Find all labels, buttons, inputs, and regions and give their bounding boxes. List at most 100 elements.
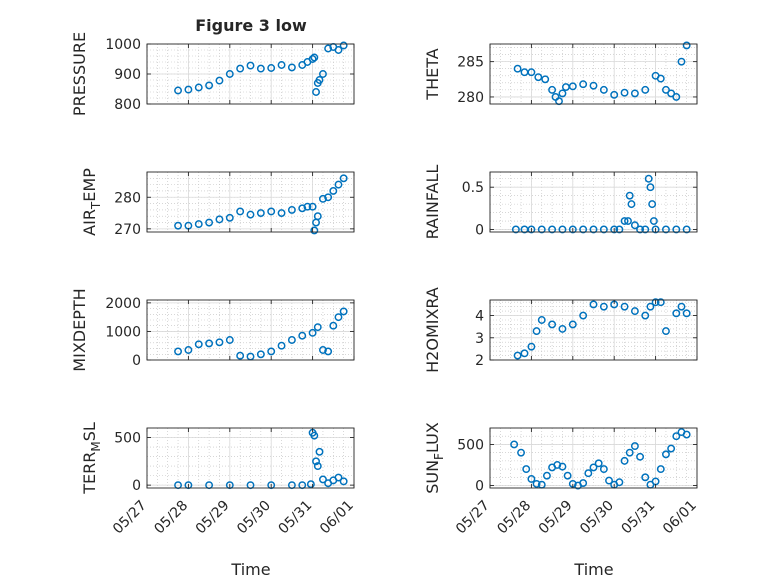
data-point-sunflux	[630, 442, 639, 451]
y-tick-label: 0	[132, 353, 141, 369]
data-point-rainfall	[646, 183, 655, 192]
figure-title: Figure 3 low	[195, 16, 307, 35]
y-axis-label: AIRTEMP	[80, 168, 103, 236]
data-point-airtemp	[174, 221, 183, 230]
y-tick-label: 0	[475, 222, 484, 238]
data-point-h2omixra	[677, 302, 686, 311]
data-point-sunflux	[599, 465, 608, 474]
y-axis-label: PRESSURE	[70, 32, 89, 116]
y-axis-label: SUNFLUX	[423, 422, 446, 494]
data-point-sunflux	[594, 459, 603, 468]
y-tick-label: 2000	[105, 296, 141, 312]
data-point-mixdepth	[298, 331, 307, 340]
data-point-rainfall	[672, 225, 681, 234]
data-point-pressure	[225, 70, 234, 78]
data-point-theta	[558, 89, 567, 98]
y-tick-label: 270	[114, 222, 141, 238]
data-point-h2omixra	[672, 309, 681, 318]
data-point-rainfall	[625, 191, 634, 200]
axes-frame	[489, 43, 698, 105]
data-point-theta	[534, 73, 543, 82]
y-axis-label: MIXDEPTH	[70, 288, 89, 371]
axes-frame	[146, 427, 355, 489]
data-point-sunflux	[625, 448, 634, 457]
subplot-theta: 280 285 THETA	[423, 41, 698, 106]
data-point-mixdepth	[339, 307, 348, 316]
data-point-sunflux	[553, 461, 562, 469]
data-point-airtemp	[287, 205, 296, 214]
y-tick-label: 1000	[105, 324, 141, 340]
data-point-sunflux	[584, 469, 593, 478]
y-tick-label: 500	[457, 437, 484, 453]
data-point-theta	[672, 92, 681, 101]
data-point-rainfall	[641, 225, 650, 234]
data-point-sunflux	[517, 448, 525, 457]
data-point-h2omixra	[599, 302, 608, 311]
data-point-mixdepth	[277, 341, 286, 350]
data-point-rainfall	[568, 225, 577, 234]
y-tick-label: 285	[457, 55, 484, 71]
data-point-mixdepth	[184, 346, 193, 354]
y-tick-label: 2	[475, 353, 484, 369]
data-point-airtemp	[334, 180, 343, 189]
data-point-pressure	[287, 63, 296, 72]
data-point-mixdepth	[324, 347, 333, 356]
data-point-airtemp	[298, 204, 307, 213]
data-point-pressure	[205, 81, 214, 90]
axes-frame	[146, 299, 355, 361]
data-point-pressure	[267, 64, 276, 72]
data-point-rainfall	[630, 221, 639, 230]
data-point-theta	[527, 68, 536, 77]
data-point-rainfall	[589, 225, 598, 234]
data-point-theta	[630, 89, 639, 98]
data-point-sunflux	[682, 430, 691, 439]
data-point-pressure	[308, 55, 317, 63]
data-point-theta	[589, 81, 598, 90]
y-tick-label: 1000	[105, 37, 141, 53]
data-point-sunflux	[656, 465, 665, 474]
data-point-airtemp	[277, 209, 286, 218]
data-point-airtemp	[324, 193, 333, 202]
data-point-h2omixra	[532, 327, 541, 336]
data-point-sunflux	[636, 452, 645, 461]
data-point-rainfall	[548, 225, 557, 234]
data-point-sunflux	[589, 463, 598, 472]
data-point-pressure	[174, 86, 183, 95]
data-point-sunflux	[672, 432, 681, 441]
data-point-pressure	[312, 88, 320, 96]
data-point-mixdepth	[225, 336, 234, 344]
data-point-pressure	[277, 61, 286, 69]
data-point-sunflux	[667, 444, 676, 453]
data-point-mixdepth	[308, 328, 317, 337]
data-point-theta	[656, 74, 665, 83]
data-point-h2omixra	[641, 311, 650, 320]
data-point-h2omixra	[651, 298, 660, 307]
data-point-theta	[599, 85, 608, 94]
data-point-theta	[610, 90, 619, 99]
data-point-rainfall	[615, 225, 624, 234]
data-point-pressure	[246, 61, 255, 70]
data-point-airtemp	[329, 186, 338, 195]
data-point-theta	[541, 75, 550, 84]
data-point-h2omixra	[558, 324, 567, 333]
data-point-rainfall	[511, 225, 520, 234]
data-point-mixdepth	[236, 351, 245, 360]
data-point-pressure	[324, 44, 333, 53]
data-point-rainfall	[579, 225, 588, 234]
data-point-sunflux	[542, 471, 551, 480]
data-point-h2omixra	[520, 349, 529, 358]
axes-frame	[146, 171, 355, 233]
subplot-h2omixra: 2 3 4 H2OMIXRA	[423, 287, 698, 373]
data-point-theta	[548, 85, 557, 94]
data-point-rainfall	[620, 217, 629, 225]
y-axis-label: H2OMIXRA	[423, 287, 442, 373]
data-point-terrmsl	[306, 480, 315, 489]
data-point-airtemp	[205, 218, 214, 227]
y-tick-label: 280	[114, 190, 141, 206]
subplot-pressure: 800 900 1000 PRESSURE	[70, 32, 355, 116]
data-point-pressure	[319, 70, 327, 78]
data-point-airtemp	[225, 213, 234, 222]
data-point-terrmsl	[339, 477, 348, 486]
axes-frame	[489, 427, 698, 489]
data-point-airtemp	[319, 194, 327, 203]
